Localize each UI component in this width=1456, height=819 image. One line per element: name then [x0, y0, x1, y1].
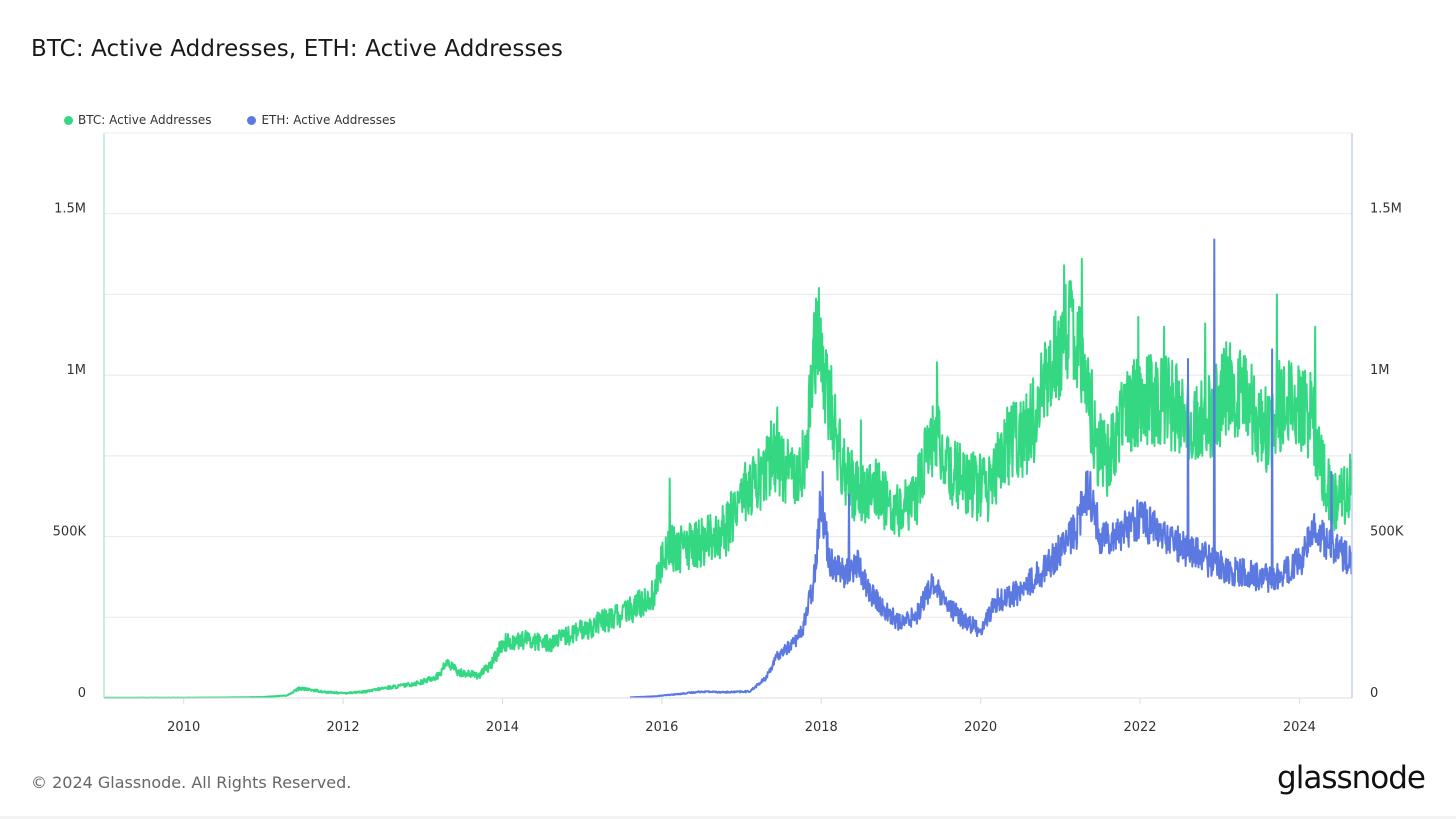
x-tick-label: 2024: [1283, 720, 1316, 735]
x-tick-label: 2022: [1123, 720, 1156, 735]
y-tick-label-right: 0: [1370, 686, 1378, 701]
legend-label-eth: ETH: Active Addresses: [261, 113, 396, 127]
chart-title: BTC: Active Addresses, ETH: Active Addre…: [31, 36, 563, 62]
legend-item-eth[interactable]: ETH: Active Addresses: [247, 113, 396, 127]
chart-legend: BTC: Active Addresses ETH: Active Addres…: [64, 113, 396, 127]
legend-dot-eth-icon: [247, 115, 257, 125]
series-line-btc: [103, 257, 1353, 699]
x-tick-label: 2010: [167, 720, 200, 735]
copyright-text: © 2024 Glassnode. All Rights Reserved.: [31, 773, 352, 792]
x-axis-ticks: 2010 2012 2014 2016 2018 2020 2022 2024: [167, 698, 1316, 735]
y-tick-label-right: 1M: [1370, 363, 1390, 378]
y-tick-label-right: 1.5M: [1370, 202, 1402, 217]
x-tick-label: 2014: [486, 720, 519, 735]
y-tick-label-left: 0: [78, 686, 86, 701]
x-tick-label: 2012: [327, 720, 360, 735]
legend-label-btc: BTC: Active Addresses: [78, 113, 212, 127]
legend-dot-btc-icon: [64, 115, 73, 125]
gridlines: [104, 213, 1352, 699]
x-tick-label: 2016: [645, 720, 678, 735]
x-tick-label: 2020: [964, 720, 997, 735]
brand-logo: glassnode: [1277, 760, 1426, 796]
y-axis-left-ticks: 0 500K 1M 1.5M: [53, 202, 87, 701]
y-axis-right-ticks: 0 500K 1M 1.5M: [1370, 202, 1404, 701]
series-line-eth: [629, 238, 1353, 699]
x-tick-label: 2018: [805, 720, 838, 735]
y-tick-label-left: 1M: [67, 363, 87, 378]
axes: [103, 132, 1353, 699]
legend-item-btc[interactable]: BTC: Active Addresses: [64, 113, 211, 127]
series-group: [103, 238, 1353, 699]
y-tick-label-right: 500K: [1370, 525, 1404, 540]
y-tick-label-left: 500K: [53, 525, 87, 540]
y-tick-label-left: 1.5M: [54, 202, 86, 217]
bottom-divider: [0, 816, 1456, 819]
